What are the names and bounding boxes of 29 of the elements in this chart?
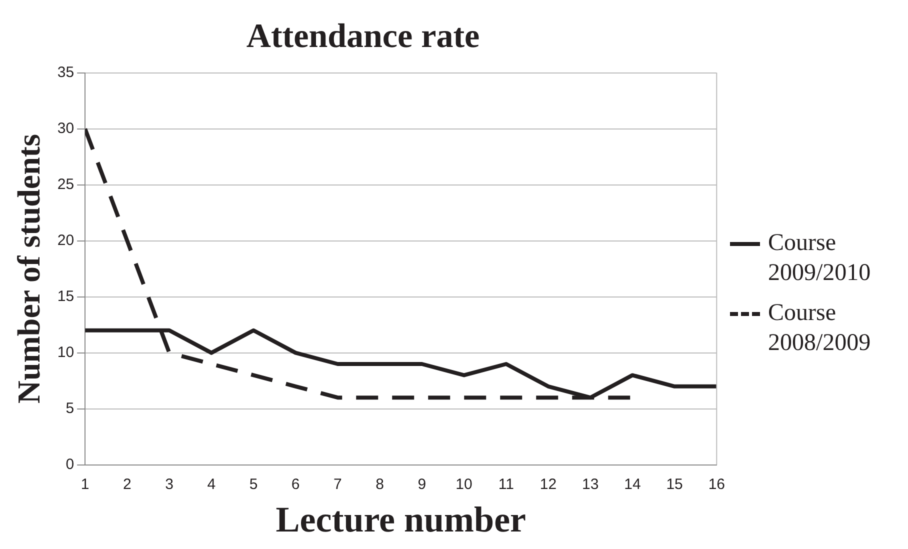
y-axis-title: Number of students xyxy=(10,134,46,404)
x-tick-label: 6 xyxy=(291,476,300,493)
x-tick-label: 3 xyxy=(165,476,174,493)
x-tick-label: 11 xyxy=(498,476,514,493)
x-tick-label: 2 xyxy=(123,476,132,493)
legend-label: Course 2009/2010 xyxy=(768,229,872,288)
x-tick-label: 4 xyxy=(207,476,216,493)
x-tick-label: 9 xyxy=(418,476,426,493)
x-tick-label: 7 xyxy=(334,476,342,493)
y-tick-label: 30 xyxy=(57,120,74,137)
y-tick-label: 20 xyxy=(57,232,74,249)
y-tick-label: 10 xyxy=(57,344,74,361)
y-tick-label: 35 xyxy=(57,64,74,81)
x-axis-title: Lecture number xyxy=(276,500,526,540)
x-tick-label: 8 xyxy=(376,476,384,493)
x-tick-label: 14 xyxy=(624,476,641,493)
y-tick-label: 25 xyxy=(57,176,74,193)
chart-title: Attendance rate xyxy=(246,18,480,56)
x-tick-label: 5 xyxy=(249,476,258,493)
x-tick-label: 10 xyxy=(456,476,472,493)
x-tick-label: 16 xyxy=(708,476,725,493)
x-tick-label: 13 xyxy=(582,476,599,493)
x-tick-label: 12 xyxy=(540,476,557,493)
y-tick-label: 15 xyxy=(57,288,74,305)
y-tick-label: 0 xyxy=(66,456,74,473)
y-tick-label: 5 xyxy=(66,400,74,417)
x-tick-label: 15 xyxy=(666,476,683,493)
legend-label: Course 2008/2009 xyxy=(768,299,872,358)
x-tick-label: 1 xyxy=(80,476,90,493)
